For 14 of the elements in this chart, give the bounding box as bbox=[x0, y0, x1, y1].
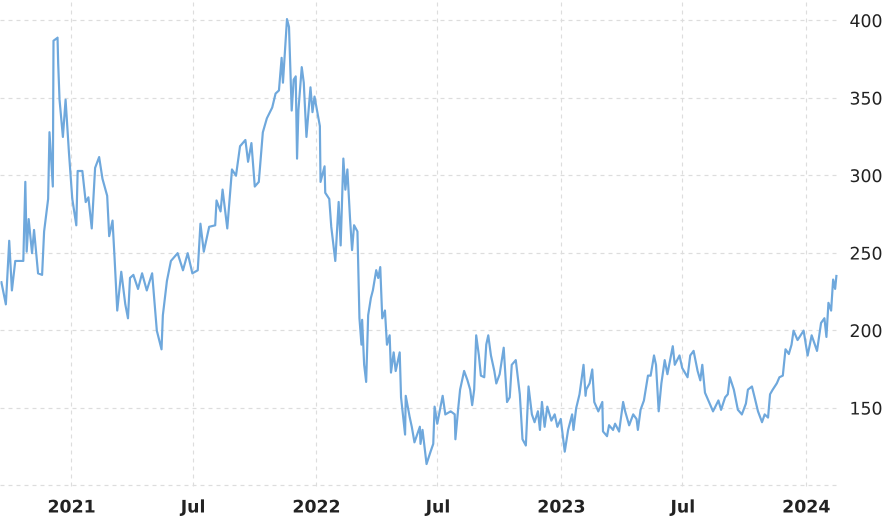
line-series bbox=[0, 18, 838, 466]
y-tick-label: 400 bbox=[850, 12, 883, 32]
y-tick-label: 300 bbox=[850, 167, 883, 188]
y-tick-label: 200 bbox=[850, 322, 883, 342]
x-tick-label: Jul bbox=[180, 498, 206, 518]
y-tick-label: 250 bbox=[850, 244, 883, 265]
y-tick-label: 150 bbox=[850, 400, 883, 420]
x-tick-label: Jul bbox=[669, 498, 696, 518]
x-tick-label: 2021 bbox=[48, 498, 96, 518]
y-tick-label: 350 bbox=[850, 90, 883, 110]
x-tick-label: Jul bbox=[424, 498, 450, 518]
x-tick-label: 2022 bbox=[292, 498, 341, 518]
x-tick-label: 2024 bbox=[782, 498, 830, 518]
x-tick-label: 2023 bbox=[537, 498, 586, 518]
